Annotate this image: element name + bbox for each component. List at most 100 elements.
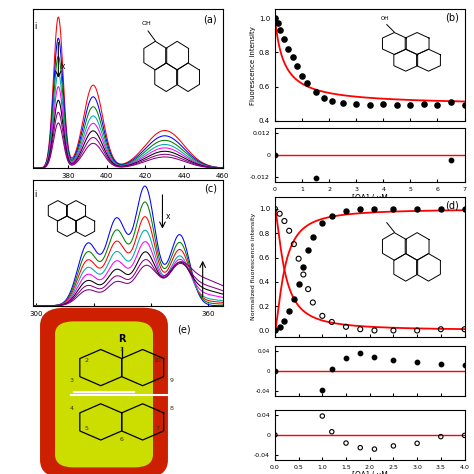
Point xyxy=(407,208,414,215)
Point xyxy=(356,326,364,333)
Point xyxy=(309,299,317,306)
Text: 6: 6 xyxy=(120,437,124,442)
Text: (d): (d) xyxy=(445,201,459,211)
Point xyxy=(298,73,306,80)
Point xyxy=(290,240,298,248)
Point xyxy=(276,210,283,218)
Text: (a): (a) xyxy=(203,14,217,24)
Point xyxy=(312,88,319,96)
Point xyxy=(390,327,397,334)
Point xyxy=(447,157,455,164)
Point xyxy=(295,281,302,288)
Y-axis label: Fluorescence intensity: Fluorescence intensity xyxy=(250,26,256,105)
Point xyxy=(380,100,387,108)
Point xyxy=(371,327,378,334)
Point xyxy=(300,283,307,290)
Text: 4: 4 xyxy=(70,406,74,411)
Text: x: x xyxy=(165,211,170,220)
Text: 1: 1 xyxy=(120,347,124,353)
Text: 7: 7 xyxy=(155,426,159,431)
Point xyxy=(290,208,298,215)
X-axis label: Wavelength / nm: Wavelength / nm xyxy=(92,322,164,331)
Point xyxy=(295,238,302,246)
Point xyxy=(371,353,378,361)
Point xyxy=(437,205,445,213)
Text: 8: 8 xyxy=(170,406,173,411)
Point xyxy=(407,101,414,109)
Point xyxy=(393,101,401,109)
Point xyxy=(319,386,326,393)
Point xyxy=(380,210,387,218)
Point xyxy=(371,205,378,213)
Point xyxy=(342,208,350,215)
Point xyxy=(328,212,336,220)
Point xyxy=(447,98,455,106)
Point xyxy=(298,74,306,82)
Point xyxy=(339,99,346,107)
Point xyxy=(420,193,428,201)
Point xyxy=(319,312,326,319)
Point xyxy=(290,295,298,302)
Point xyxy=(371,445,378,453)
Point xyxy=(461,326,468,333)
Point xyxy=(285,307,293,315)
Point xyxy=(342,354,350,362)
Text: (e): (e) xyxy=(177,324,191,334)
Point xyxy=(328,365,336,373)
Point xyxy=(390,442,397,450)
Point xyxy=(295,255,302,263)
Point xyxy=(300,271,307,278)
Point xyxy=(356,205,364,213)
Text: i: i xyxy=(34,22,36,31)
Point xyxy=(281,35,288,42)
Point xyxy=(281,317,288,325)
Y-axis label: Normalized fluorescence intensity: Normalized fluorescence intensity xyxy=(251,213,256,320)
Point xyxy=(437,326,445,333)
Point xyxy=(276,323,283,330)
Point xyxy=(393,208,401,216)
Point xyxy=(271,152,279,159)
Point xyxy=(276,26,284,34)
Point xyxy=(319,219,326,227)
Point xyxy=(461,432,468,439)
Point xyxy=(352,100,360,108)
Point xyxy=(274,19,282,27)
Point xyxy=(271,431,279,439)
Point xyxy=(413,205,421,213)
Point xyxy=(328,428,336,436)
Point xyxy=(339,233,346,241)
Point xyxy=(271,327,279,334)
Point xyxy=(300,264,307,271)
Point xyxy=(304,117,311,124)
Point xyxy=(420,100,428,108)
Point xyxy=(271,367,279,374)
Point xyxy=(437,433,445,440)
Point xyxy=(366,225,374,232)
Point xyxy=(352,229,360,237)
Text: 2: 2 xyxy=(84,358,89,363)
Point xyxy=(320,94,328,101)
Point xyxy=(304,246,312,254)
Point xyxy=(461,362,468,369)
Point xyxy=(390,205,397,213)
Point xyxy=(312,174,319,182)
Point xyxy=(276,321,283,328)
Point xyxy=(285,227,293,235)
Point xyxy=(342,323,350,330)
Point xyxy=(309,372,317,380)
Point xyxy=(342,439,350,447)
Text: 9: 9 xyxy=(169,378,173,383)
Point xyxy=(289,54,296,61)
X-axis label: [OA] / μM: [OA] / μM xyxy=(352,194,388,203)
Point xyxy=(356,349,364,357)
Text: 5: 5 xyxy=(84,426,88,431)
X-axis label: [OA] / μM: [OA] / μM xyxy=(352,471,388,474)
Point xyxy=(413,359,421,366)
Point xyxy=(281,232,288,239)
FancyBboxPatch shape xyxy=(41,309,166,474)
Point xyxy=(413,327,421,334)
Text: (c): (c) xyxy=(204,184,217,194)
Point xyxy=(328,233,336,240)
Point xyxy=(328,97,336,105)
Point xyxy=(366,101,374,109)
